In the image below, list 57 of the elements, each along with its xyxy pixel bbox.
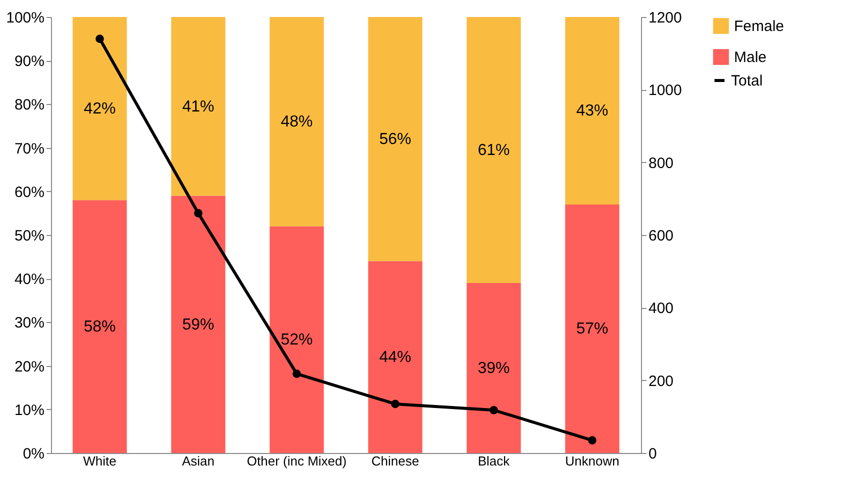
data-label: 57% — [576, 320, 608, 338]
bar — [270, 17, 324, 226]
data-label: 48% — [280, 114, 313, 131]
y2-tick-label: 1000 — [648, 82, 682, 100]
y2-tick-label: 600 — [648, 228, 674, 244]
bar — [171, 196, 226, 453]
y2-tick-label: 200 — [648, 372, 674, 390]
y-tick-label: 70% — [14, 140, 44, 158]
y-tick-label: 100% — [6, 10, 44, 26]
y-tick-label: 40% — [14, 271, 44, 288]
legend-label: Female — [734, 18, 784, 35]
legend-label: Total — [731, 72, 763, 90]
x-tick-label: Unknown — [565, 454, 620, 468]
y-tick-label: 90% — [14, 53, 44, 70]
point — [96, 34, 104, 43]
data-label: 42% — [84, 100, 116, 118]
bar — [368, 17, 422, 262]
y2-tick-label: 800 — [648, 154, 674, 172]
y-tick-label: 80% — [14, 96, 44, 114]
point — [588, 436, 596, 444]
y-tick-label: 10% — [14, 402, 44, 419]
point — [194, 209, 202, 218]
bar — [171, 17, 226, 196]
y2-tick-label: 400 — [648, 300, 674, 318]
bar — [270, 226, 324, 453]
legend-label: Male — [734, 49, 767, 66]
data-label: 56% — [379, 131, 412, 148]
y-tick-label: 60% — [14, 184, 44, 201]
x-tick-label: White — [83, 454, 116, 468]
point — [292, 370, 301, 378]
bar — [466, 17, 521, 283]
y2-tick-label: 0 — [648, 446, 657, 462]
data-label: 41% — [182, 98, 214, 116]
x-tick-label: Chinese — [371, 454, 420, 468]
bar — [368, 261, 422, 453]
bar — [72, 200, 127, 453]
y2-tick-label: 1200 — [648, 10, 682, 26]
point — [490, 406, 498, 414]
bar — [72, 17, 127, 200]
data-label: 58% — [84, 318, 116, 336]
data-label: 61% — [478, 142, 510, 159]
x-tick-label: Asian — [182, 454, 215, 468]
data-label: 59% — [182, 316, 214, 334]
y-tick-label: 20% — [14, 358, 44, 376]
bar — [466, 282, 521, 453]
point — [391, 400, 400, 408]
x-tick-label: Black — [478, 454, 510, 468]
x-tick-label: Other (inc Mixed) — [246, 454, 347, 468]
data-label: 44% — [379, 349, 412, 366]
data-label: 43% — [576, 102, 608, 120]
bar — [565, 204, 620, 453]
y-tick-label: 0% — [22, 446, 44, 462]
data-label: 52% — [280, 332, 313, 349]
bar — [565, 17, 620, 204]
data-label: 39% — [478, 360, 510, 377]
y-tick-label: 30% — [14, 314, 44, 332]
y-tick-label: 50% — [14, 228, 44, 244]
